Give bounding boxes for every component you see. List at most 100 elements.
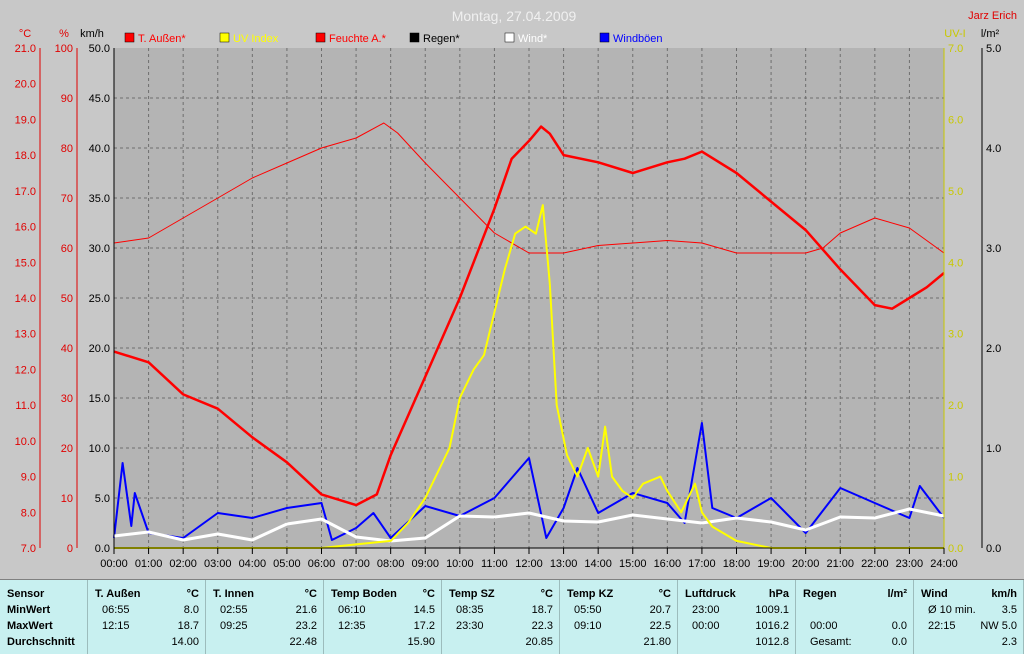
legend-label: T. Außen* <box>138 33 186 45</box>
hum-tick-label: 80 <box>61 143 73 155</box>
wind-tick-label: 10.0 <box>89 443 110 455</box>
col-title: Regen <box>803 588 837 600</box>
col-unit: °C <box>422 588 435 600</box>
x-tick-label: 10:00 <box>446 558 474 570</box>
stats-col: Temp SZ °C 08:35 18.7 23:30 22.3 20.85 <box>442 580 560 654</box>
temp-tick-label: 7.0 <box>21 543 36 555</box>
x-tick-label: 11:00 <box>481 558 508 570</box>
rain-tick-label: 3.0 <box>986 243 1001 255</box>
rain-tick-label: 5.0 <box>986 43 1001 55</box>
wind-tick-label: 20.0 <box>89 343 110 355</box>
legend-label: Feuchte A.* <box>329 33 387 45</box>
grid <box>114 48 944 548</box>
stats-col: Temp KZ °C 05:50 20.7 09:10 22.5 21.80 <box>560 580 678 654</box>
wind-tick-label: 35.0 <box>89 193 110 205</box>
cell-value: 14.5 <box>413 604 435 616</box>
hum-tick-label: 50 <box>61 293 73 305</box>
cell-time: 06:10 <box>338 604 366 616</box>
cell-time: 12:15 <box>102 620 130 632</box>
temp-tick-label: 18.0 <box>15 150 36 162</box>
uv-tick-label: 7.0 <box>948 43 963 55</box>
x-tick-label: 17:00 <box>688 558 716 570</box>
temp-tick-label: 13.0 <box>15 329 36 341</box>
cell-value: 2.3 <box>1001 636 1017 648</box>
row-label: MinWert <box>7 604 51 616</box>
x-tick-label: 02:00 <box>169 558 197 570</box>
x-tick-label: 20:00 <box>792 558 820 570</box>
rain-unit-label: l/m² <box>981 28 1000 40</box>
cell-time: 23:00 <box>692 604 720 616</box>
cell-value: 3.5 <box>1001 604 1017 616</box>
cell-time: 00:00 <box>692 620 720 632</box>
x-tick-label: 19:00 <box>757 558 785 570</box>
temp-tick-label: 10.0 <box>15 436 36 448</box>
temp-tick-label: 9.0 <box>21 472 36 484</box>
cell-time: Gesamt: <box>810 636 852 648</box>
col-unit: km/h <box>991 588 1017 600</box>
uv-tick-label: 5.0 <box>948 186 963 198</box>
cell-value: 18.7 <box>531 604 553 616</box>
cell-time: 02:55 <box>220 604 248 616</box>
col-title: Temp SZ <box>449 588 495 600</box>
x-tick-label: 22:00 <box>861 558 889 570</box>
legend-swatch <box>599 32 610 43</box>
cell-value: 0.0 <box>891 636 907 648</box>
legend-label: Regen* <box>423 33 460 45</box>
cell-time: 23:30 <box>456 620 484 632</box>
col-title: Sensor <box>7 588 45 600</box>
series-line-windben <box>113 422 945 541</box>
uv-tick-label: 1.0 <box>948 472 963 484</box>
hum-tick-label: 100 <box>55 43 73 55</box>
x-tick-label: 16:00 <box>654 558 682 570</box>
stats-col: T. Innen °C 02:55 21.6 09:25 23.2 22.48 <box>206 580 324 654</box>
row-label: Durchschnitt <box>7 636 75 648</box>
cell-value: 23.2 <box>295 620 317 632</box>
stats-col: Regen l/m² 00:00 0.0 Gesamt: 0.0 <box>796 580 914 654</box>
cell-time: 12:35 <box>338 620 366 632</box>
wind-tick-label: 45.0 <box>89 93 110 105</box>
series-line-wind <box>113 507 945 543</box>
wind-tick-label: 0.0 <box>95 543 110 555</box>
temp-tick-label: 8.0 <box>21 507 36 519</box>
temp-tick-label: 15.0 <box>15 257 36 269</box>
cell-value: 15.90 <box>407 636 435 648</box>
col-unit: l/m² <box>887 588 907 600</box>
temp-unit-label: °C <box>19 28 31 40</box>
cell-value: 8.0 <box>183 604 199 616</box>
stats-col: Wind km/h Ø 10 min. 3.5 22:15 NW 5.0 2.3 <box>914 580 1024 654</box>
x-tick-label: 13:00 <box>550 558 578 570</box>
cell-time: Ø 10 min. <box>928 604 976 616</box>
cell-value: 20.7 <box>649 604 671 616</box>
hum-tick-label: 70 <box>61 193 73 205</box>
wind-tick-label: 5.0 <box>95 493 110 505</box>
x-tick-label: 05:00 <box>273 558 301 570</box>
cell-time: 22:15 <box>928 620 956 632</box>
cell-time: 06:55 <box>102 604 130 616</box>
rain-tick-label: 4.0 <box>986 143 1001 155</box>
x-tick-label: 23:00 <box>896 558 924 570</box>
weather-chart: 00:00 01:00 02:00 03:00 04:00 05:00 06:00 07:00… <box>15 8 1017 570</box>
legend-label: Windböen <box>613 33 663 45</box>
col-unit: °C <box>186 588 199 600</box>
x-tick-label: 04:00 <box>239 558 267 570</box>
stats-col: Temp Boden °C 06:10 14.5 12:35 17.2 15.90 <box>324 580 442 654</box>
cell-value: 1016.2 <box>755 620 789 632</box>
rain-tick-label: 2.0 <box>986 343 1001 355</box>
cell-time: 09:25 <box>220 620 248 632</box>
uv-tick-label: 0.0 <box>948 543 963 555</box>
series-line-feuchtea <box>113 122 945 254</box>
col-title: Temp Boden <box>331 588 397 600</box>
uv-tick-label: 6.0 <box>948 114 963 126</box>
chart-title: Montag, 27.04.2009 <box>452 8 577 24</box>
col-unit: °C <box>304 588 317 600</box>
temp-tick-label: 20.0 <box>15 79 36 91</box>
x-tick-label: 14:00 <box>584 558 612 570</box>
wind-tick-label: 15.0 <box>89 393 110 405</box>
uv-tick-label: 3.0 <box>948 329 963 341</box>
cell-value: 21.6 <box>295 604 317 616</box>
legend-swatch <box>219 32 230 43</box>
x-tick-label: 12:00 <box>515 558 543 570</box>
col-title: Temp KZ <box>567 588 614 600</box>
cell-value: 0.0 <box>891 620 907 632</box>
legend-label: UV Index <box>233 33 279 45</box>
